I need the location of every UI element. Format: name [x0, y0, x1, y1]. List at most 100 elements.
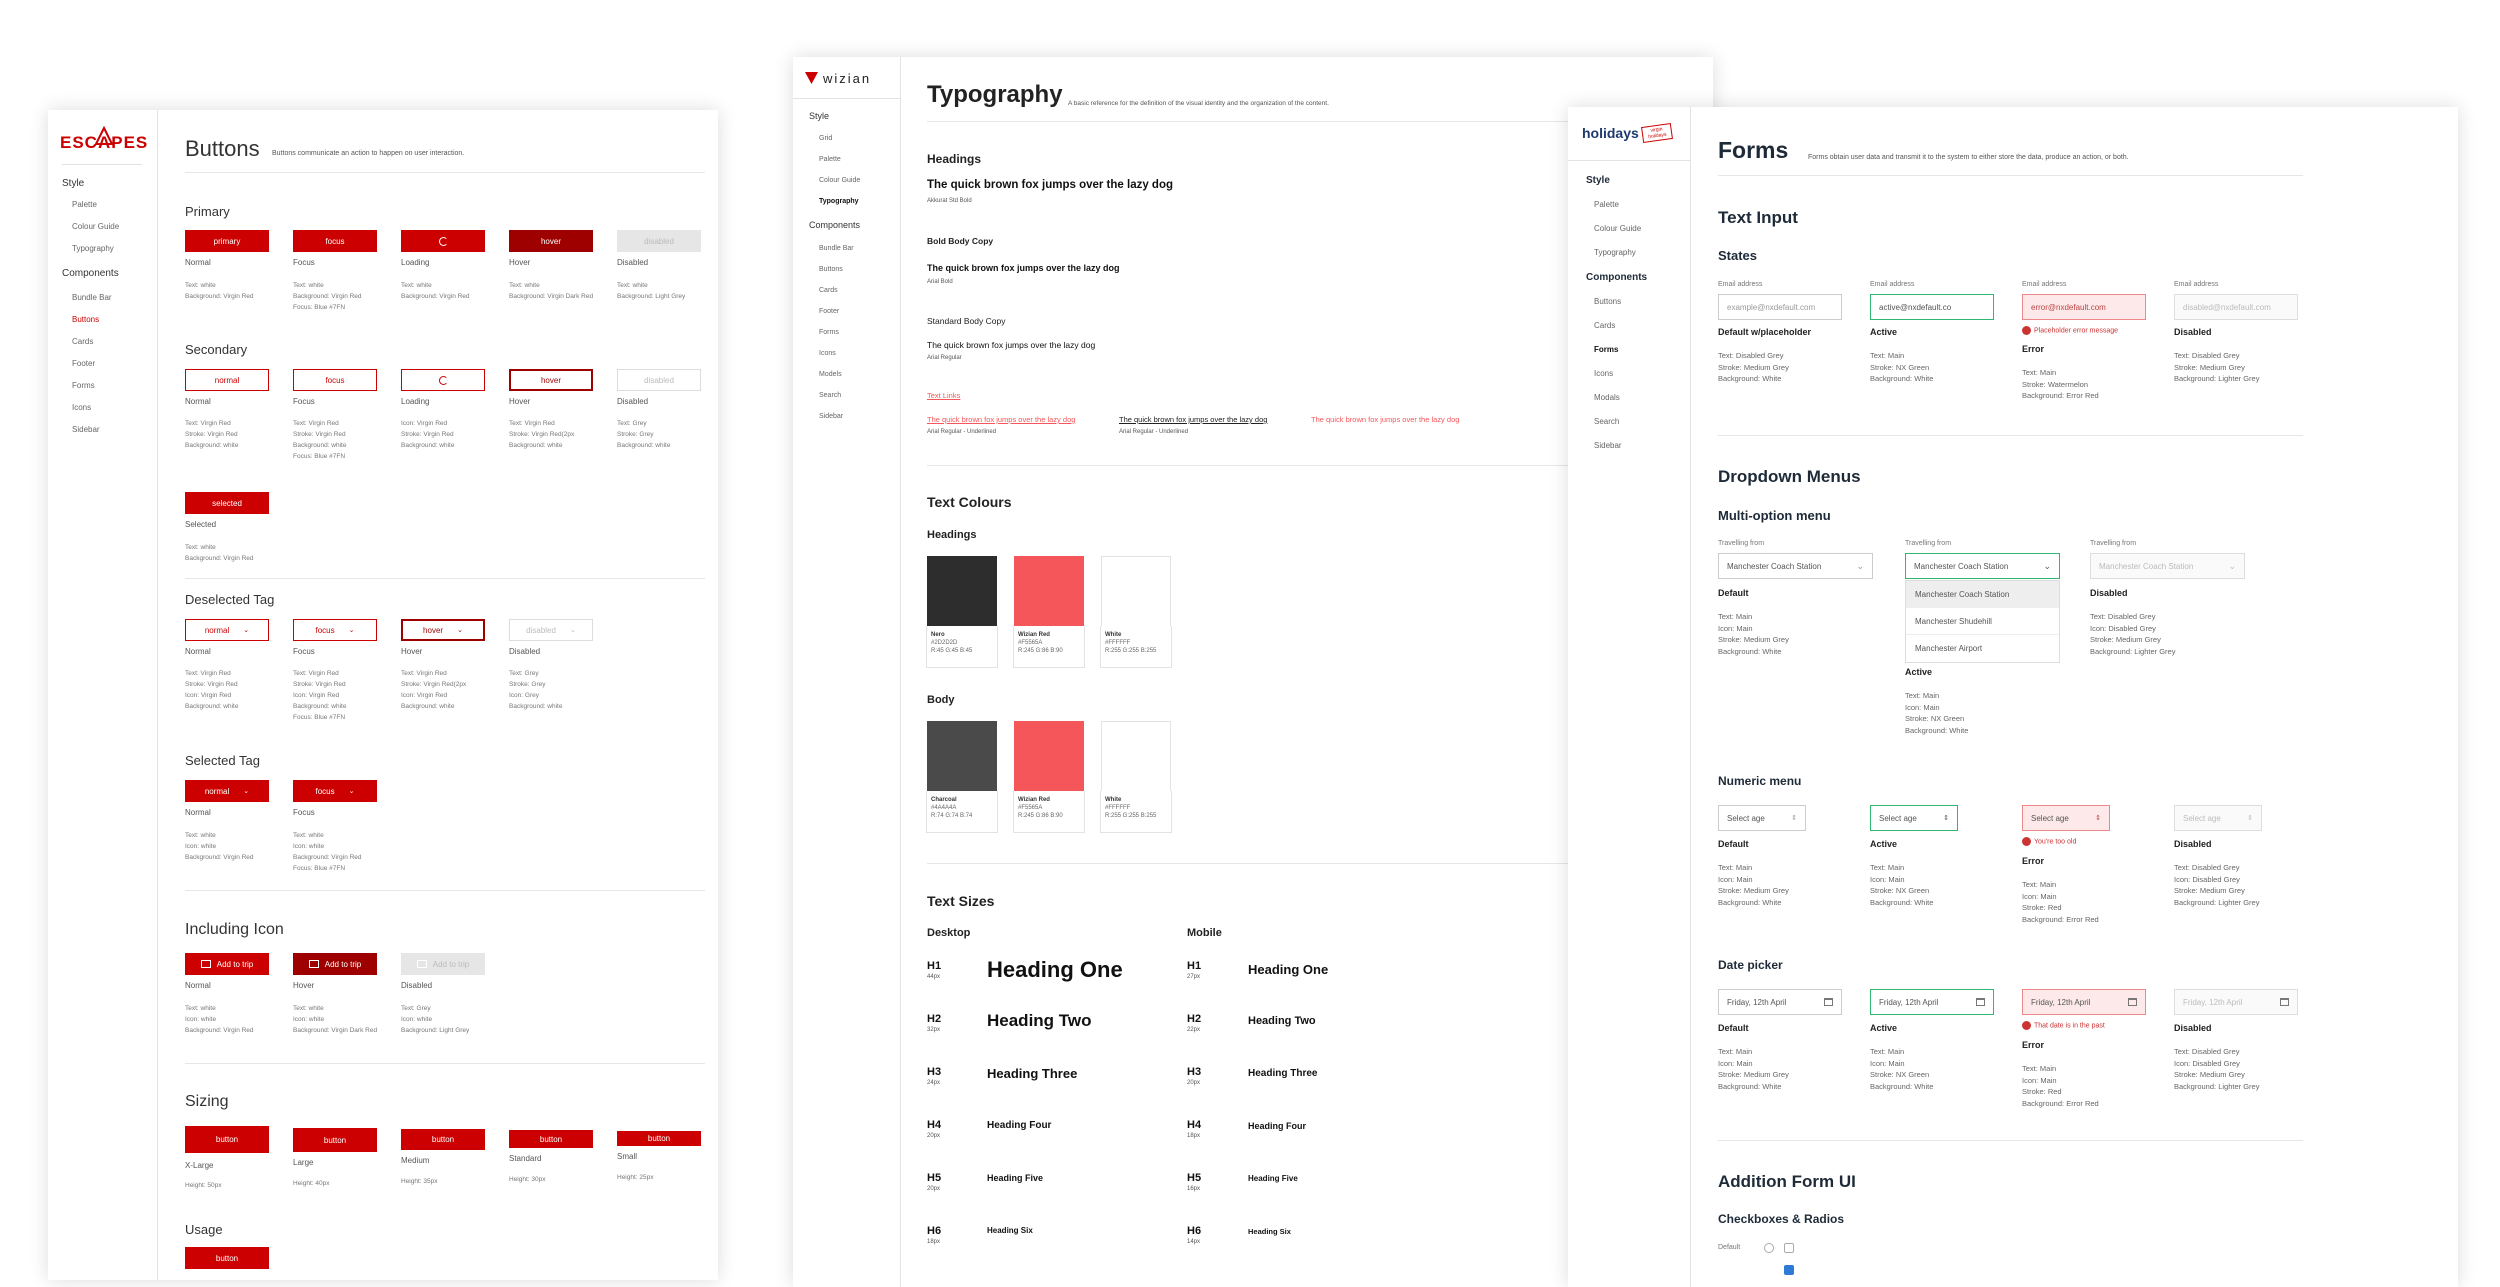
tag-hover[interactable]: hover ⌄	[401, 619, 485, 641]
swatch-rgb: R:74 G:74 B:74	[931, 813, 973, 819]
nav-item-palette[interactable]: Palette	[72, 200, 97, 209]
nav-item-colour-guide[interactable]: Colour Guide	[72, 222, 120, 231]
dropdown-option[interactable]: Manchester Shudehill	[1906, 608, 2059, 635]
nav-item-icons[interactable]: Icons	[1594, 369, 1614, 378]
state-spec: Text: Grey Stroke: Grey Background: whit…	[617, 420, 671, 449]
nav-item-buttons[interactable]: Buttons	[819, 266, 843, 273]
text-input-heading: Text Input	[1718, 208, 1798, 227]
state-label: Active	[1870, 839, 1898, 849]
nav-components-heading: Components	[62, 268, 119, 279]
nav-item-search[interactable]: Search	[819, 392, 842, 399]
state-label: Focus	[293, 808, 315, 817]
nav-item-sidebar[interactable]: Sidebar	[819, 413, 844, 420]
nav-item-colour-guide[interactable]: Colour Guide	[819, 177, 861, 184]
nav-item-cards[interactable]: Cards	[1594, 321, 1616, 330]
secondary-button-disabled[interactable]: disabled	[617, 369, 701, 391]
nav-item-sidebar[interactable]: Sidebar	[1594, 441, 1622, 450]
link-sample-red[interactable]: The quick brown fox jumps over the lazy …	[927, 415, 1076, 424]
date-select[interactable]: Friday, 12th April	[2174, 989, 2298, 1015]
wizian-logo[interactable]: wizian	[805, 69, 871, 87]
travelling-from-select[interactable]: Manchester Coach Station ⌄	[1718, 553, 1873, 579]
link-sample-plain[interactable]: The quick brown fox jumps over the lazy …	[1311, 415, 1460, 424]
selected-tag-focus[interactable]: focus ⌄	[293, 780, 377, 802]
secondary-button-selected[interactable]: selected	[185, 492, 269, 514]
travelling-from-select[interactable]: Manchester Coach Station ⌄	[2090, 553, 2245, 579]
link-sample-dark[interactable]: The quick brown fox jumps over the lazy …	[1119, 415, 1268, 424]
nav-item-palette[interactable]: Palette	[1594, 200, 1619, 209]
nav-item-bundle-bar[interactable]: Bundle Bar	[72, 293, 112, 302]
button-xlarge[interactable]: button	[185, 1126, 269, 1153]
numeric-select[interactable]: Select age ⇕	[1718, 805, 1806, 831]
nav-item-forms[interactable]: Forms	[1594, 345, 1619, 354]
numeric-select[interactable]: Select age ⇕	[1870, 805, 1958, 831]
nav-item-search[interactable]: Search	[1594, 417, 1620, 426]
add-to-trip-button-hover[interactable]: Add to trip	[293, 953, 377, 975]
secondary-button-normal[interactable]: normal	[185, 369, 269, 391]
nav-item-forms[interactable]: Forms	[819, 329, 839, 336]
nav-item-buttons[interactable]: Buttons	[1594, 297, 1622, 306]
nav-item-cards[interactable]: Cards	[72, 337, 94, 346]
nav-item-modals[interactable]: Modals	[1594, 393, 1620, 402]
escapes-logo[interactable]: ESCAPES	[60, 122, 147, 154]
date-select[interactable]: Friday, 12th April	[1718, 989, 1842, 1015]
state-label: Normal	[185, 981, 211, 990]
nav-item-typography[interactable]: Typography	[72, 244, 114, 253]
primary-button-disabled[interactable]: disabled	[617, 230, 701, 252]
nav-item-sidebar[interactable]: Sidebar	[72, 425, 100, 434]
nav-item-cards[interactable]: Cards	[819, 287, 838, 294]
nav-item-grid[interactable]: Grid	[819, 135, 833, 142]
tag-focus[interactable]: focus ⌄	[293, 619, 377, 641]
select-value: Manchester Coach Station	[1914, 561, 2009, 571]
nav-item-colour-guide[interactable]: Colour Guide	[1594, 224, 1642, 233]
primary-button-focus[interactable]: focus	[293, 230, 377, 252]
secondary-button-loading[interactable]	[401, 369, 485, 391]
email-input[interactable]: active@nxdefault.co	[1870, 294, 1994, 320]
travelling-from-select[interactable]: Manchester Coach Station ⌄	[1905, 553, 2060, 579]
button-large[interactable]: button	[293, 1128, 377, 1152]
checkbox-default[interactable]	[1784, 1243, 1794, 1253]
email-input[interactable]: disabled@nxdefault.com	[2174, 294, 2298, 320]
nav-item-palette[interactable]: Palette	[819, 156, 841, 163]
secondary-button-focus[interactable]: focus	[293, 369, 377, 391]
nav-item-typography[interactable]: Typography	[1594, 248, 1636, 257]
radio-default[interactable]	[1764, 1243, 1774, 1253]
email-input[interactable]: example@nxdefault.com	[1718, 294, 1842, 320]
button-standard[interactable]: button	[509, 1130, 593, 1148]
nav-item-buttons[interactable]: Buttons	[72, 315, 100, 324]
dropdown-option[interactable]: Manchester Airport	[1915, 644, 1983, 653]
nav-item-models[interactable]: Models	[819, 371, 842, 378]
secondary-button-hover[interactable]: hover	[509, 369, 593, 391]
swatch-hex: #FFFFFF	[1105, 805, 1131, 811]
selected-tag-normal[interactable]: normal ⌄	[185, 780, 269, 802]
nav-item-footer[interactable]: Footer	[819, 308, 840, 315]
primary-button-hover[interactable]: hover	[509, 230, 593, 252]
numeric-select[interactable]: Select age ⇕	[2174, 805, 2262, 831]
state-label: Default w/placeholder	[1718, 327, 1812, 337]
add-to-trip-button-disabled[interactable]: Add to trip	[401, 953, 485, 975]
checkbox-checked[interactable]	[1784, 1265, 1794, 1275]
nav-item-icons[interactable]: Icons	[819, 350, 836, 357]
dropdown-option[interactable]: Manchester Coach Station	[1906, 581, 2059, 608]
tag-disabled[interactable]: disabled ⌄	[509, 619, 593, 641]
date-select[interactable]: Friday, 12th April	[1870, 989, 1994, 1015]
holidays-logo[interactable]: holidays virgin holidays	[1582, 122, 1673, 144]
sizing-heading: Sizing	[185, 1093, 229, 1110]
button-medium[interactable]: button	[401, 1129, 485, 1150]
nav-item-icons[interactable]: Icons	[72, 403, 92, 412]
state-spec: Text: white Background: Light Grey	[617, 282, 686, 300]
tag-normal[interactable]: normal ⌄	[185, 619, 269, 641]
primary-button-loading[interactable]	[401, 230, 485, 252]
numeric-select[interactable]: Select age ⇕	[2022, 805, 2110, 831]
nav-item-forms[interactable]: Forms	[72, 381, 95, 390]
nav-item-footer[interactable]: Footer	[72, 359, 96, 368]
usage-button[interactable]: button	[185, 1247, 269, 1269]
add-to-trip-button-normal[interactable]: Add to trip	[185, 953, 269, 975]
email-input[interactable]: error@nxdefault.com	[2022, 294, 2146, 320]
nav-item-bundle-bar[interactable]: Bundle Bar	[819, 245, 854, 252]
nav-item-typography[interactable]: Typography	[819, 198, 859, 205]
primary-button-normal[interactable]: primary	[185, 230, 269, 252]
chevron-down-icon: ⌄	[2043, 560, 2051, 571]
text-links-heading[interactable]: Text Links	[927, 391, 961, 400]
date-select[interactable]: Friday, 12th April	[2022, 989, 2146, 1015]
button-small[interactable]: button	[617, 1131, 701, 1146]
